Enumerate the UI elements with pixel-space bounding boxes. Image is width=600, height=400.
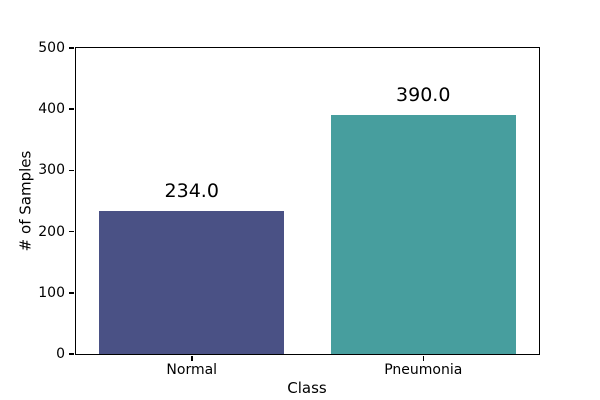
bar-normal (99, 210, 285, 354)
y-tick-label: 200 (38, 223, 65, 240)
x-axis-title: Class (287, 379, 327, 397)
x-tick-mark (191, 356, 193, 361)
bar-value-label: 234.0 (164, 179, 219, 202)
x-tick-label: Pneumonia (384, 362, 463, 378)
bar-value-label: 390.0 (396, 84, 451, 107)
x-tick-label: Normal (166, 362, 218, 378)
plot-area: 0 100 200 300 400 500 234.0 Normal 390.0 Pneumoni… (38, 41, 540, 377)
y-tick-mark (69, 47, 74, 49)
y-tick-label: 400 (38, 101, 65, 118)
bar-pneumonia (330, 115, 516, 354)
x-tick-mark (422, 356, 424, 361)
y-tick-mark (69, 353, 74, 355)
y-tick-mark (69, 292, 74, 294)
y-axis-title: # of Samples (16, 150, 35, 252)
y-tick-mark (69, 169, 74, 172)
y-tick-label: 500 (38, 40, 65, 56)
y-tick-label: 100 (38, 284, 65, 301)
y-tick-mark (69, 108, 74, 110)
y-tick-label: 0 (56, 346, 65, 362)
y-tick-label: 300 (38, 162, 65, 179)
y-tick-mark (69, 230, 74, 233)
